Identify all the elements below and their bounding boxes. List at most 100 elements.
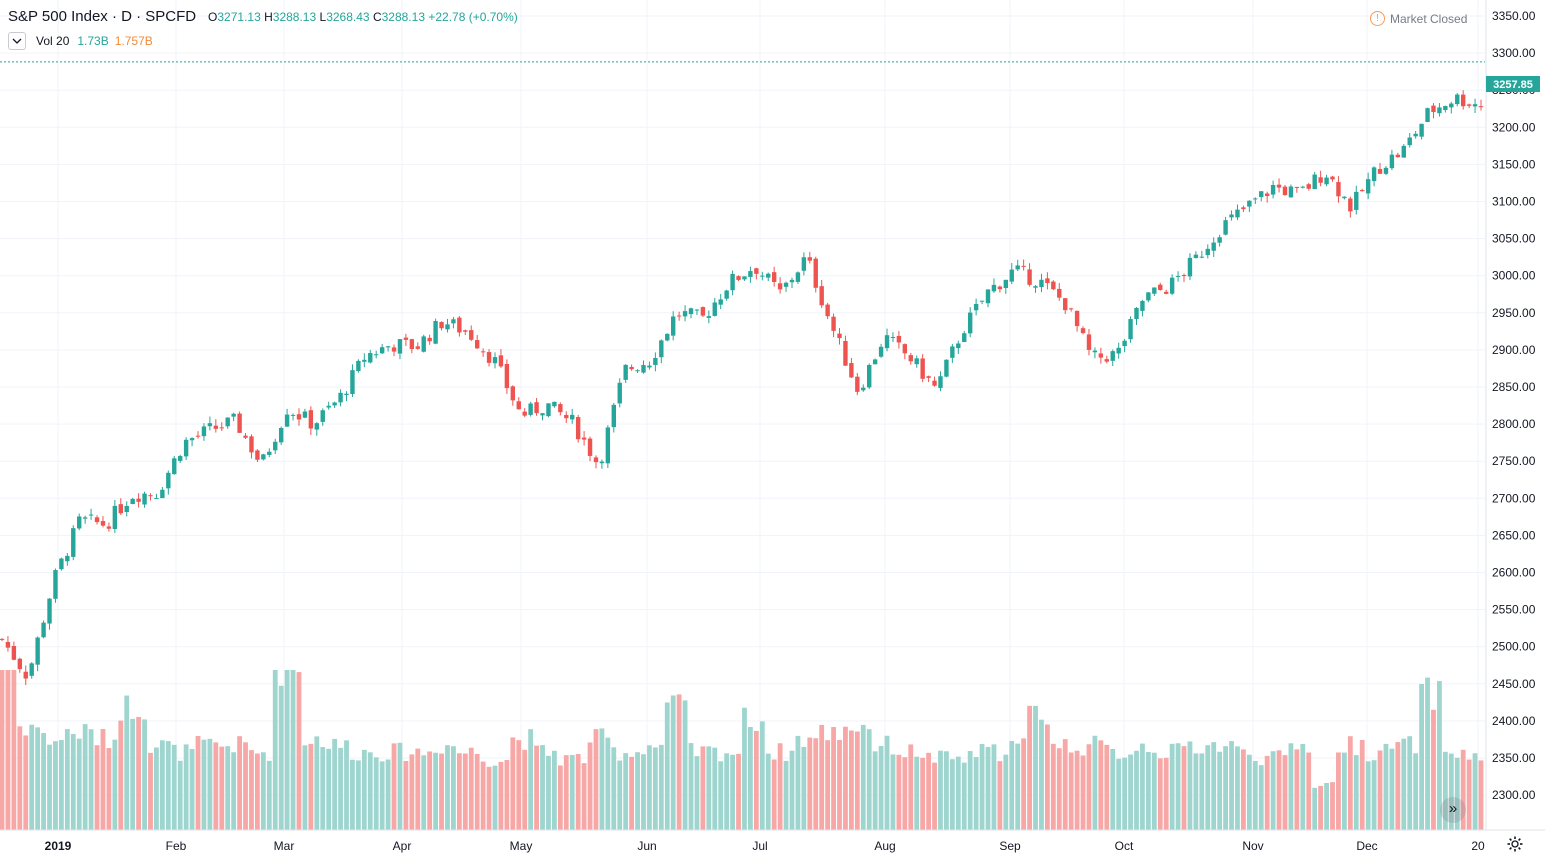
price-tick-label: 2600.00 xyxy=(1492,566,1536,580)
volume-bar xyxy=(1425,677,1430,830)
volume-bar xyxy=(860,724,866,830)
volume-bar xyxy=(29,724,35,830)
volume-bar xyxy=(5,670,11,830)
candle-body xyxy=(1478,106,1484,108)
volume-bar xyxy=(1027,705,1032,830)
candle-body xyxy=(469,330,474,340)
candle-body xyxy=(546,403,551,417)
candle-body xyxy=(742,276,747,280)
volume-bar xyxy=(973,757,979,830)
volume-bar xyxy=(1353,755,1359,830)
candle-body xyxy=(1348,198,1353,212)
volume-bar xyxy=(302,745,308,830)
volume-bar xyxy=(1241,749,1246,830)
candle-body xyxy=(237,413,242,433)
collapse-legend-button[interactable] xyxy=(8,32,26,50)
volume-bar xyxy=(1021,738,1027,830)
gear-icon[interactable] xyxy=(1506,835,1524,853)
volume-bar xyxy=(260,752,266,830)
volume-bar xyxy=(344,740,349,830)
candle-body xyxy=(11,645,17,660)
price-tick-label: 3100.00 xyxy=(1492,195,1536,209)
candle-body xyxy=(1175,275,1181,277)
candle-body xyxy=(106,526,112,529)
candle-body xyxy=(516,401,521,410)
candle-body xyxy=(1199,256,1205,258)
volume-bar xyxy=(338,747,343,830)
volume-bar xyxy=(296,672,302,830)
volume-bar xyxy=(1134,750,1139,830)
volume-bar xyxy=(492,765,498,830)
candle-body xyxy=(635,370,640,372)
candle-body xyxy=(1110,351,1115,361)
volume-bar xyxy=(504,759,510,830)
volume-bar xyxy=(159,740,165,830)
volume-bar xyxy=(1336,752,1341,830)
candle-body xyxy=(534,402,539,414)
volume-bar xyxy=(1145,751,1151,830)
volume-bar xyxy=(1062,739,1068,830)
volume-bar xyxy=(902,757,908,830)
candle-body xyxy=(1187,257,1193,277)
volume-bar xyxy=(676,694,682,830)
open-label: O xyxy=(208,10,218,24)
chart-grid xyxy=(0,0,1485,830)
volume-bar xyxy=(1401,738,1407,830)
volume-bar xyxy=(201,739,207,830)
candle-body xyxy=(1205,248,1210,256)
candle-body xyxy=(540,413,545,416)
candle-body xyxy=(896,335,902,343)
candle-body xyxy=(926,376,931,378)
candle-body xyxy=(124,505,129,512)
volume-bar xyxy=(320,747,326,830)
volume-bar xyxy=(1442,751,1448,830)
volume-bar xyxy=(88,729,94,830)
close-value: 3288.13 xyxy=(381,10,425,24)
candle-body xyxy=(1128,319,1133,340)
candle-body xyxy=(611,404,616,428)
candle-body xyxy=(207,423,213,427)
market-status[interactable]: ! Market Closed xyxy=(1370,11,1467,26)
volume-bar xyxy=(795,735,801,830)
candle-body xyxy=(362,359,367,362)
candle-body xyxy=(706,316,712,318)
scroll-to-realtime-button[interactable]: » xyxy=(1440,797,1466,823)
candle-body xyxy=(486,352,492,363)
candle-body xyxy=(47,598,52,624)
volume-bar xyxy=(243,742,248,830)
candle-body xyxy=(807,257,813,261)
time-tick-label: Sep xyxy=(999,839,1021,853)
volume-bar xyxy=(1044,724,1050,830)
candle-body xyxy=(1140,300,1145,311)
volume-bar xyxy=(854,731,860,830)
candle-body xyxy=(890,337,896,339)
volume-bar xyxy=(1371,760,1377,830)
price-tick-label: 3350.00 xyxy=(1492,9,1536,23)
price-tick-label: 2400.00 xyxy=(1492,714,1536,728)
volume-bar xyxy=(819,724,825,830)
candle-body xyxy=(433,321,438,344)
volume-bar xyxy=(1187,741,1193,830)
volume-bar xyxy=(439,753,444,830)
volume-bar xyxy=(225,746,231,830)
volume-bar xyxy=(1276,750,1282,830)
volume-bar xyxy=(148,752,153,830)
time-tick-label: Mar xyxy=(274,839,295,853)
volume-bar xyxy=(266,760,272,830)
volume-bar xyxy=(682,700,688,830)
volume-bar xyxy=(171,744,177,830)
volume-bar xyxy=(724,753,730,830)
candle-body xyxy=(997,286,1003,290)
warning-icon: ! xyxy=(1370,11,1385,26)
volume-bar xyxy=(1448,753,1454,830)
time-tick-label: Nov xyxy=(1242,839,1263,853)
candle-body xyxy=(71,528,76,557)
candle-body xyxy=(344,393,349,395)
volume-bar xyxy=(367,752,373,830)
volume-bar xyxy=(183,744,189,830)
candle-body xyxy=(819,286,824,306)
volume-bar xyxy=(278,685,284,830)
candle-body xyxy=(374,354,379,356)
market-status-label: Market Closed xyxy=(1390,11,1468,26)
